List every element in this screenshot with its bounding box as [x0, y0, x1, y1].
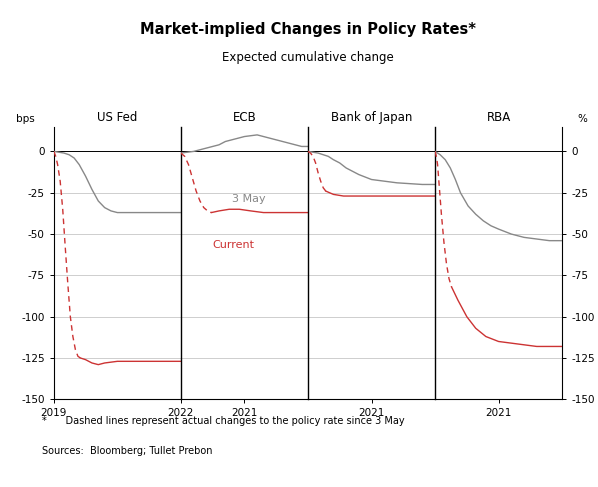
Text: Expected cumulative change: Expected cumulative change: [222, 51, 394, 64]
Text: Sources:  Bloomberg; Tullet Prebon: Sources: Bloomberg; Tullet Prebon: [42, 446, 212, 456]
Text: Current: Current: [213, 240, 255, 250]
Text: Market-implied Changes in Policy Rates*: Market-implied Changes in Policy Rates*: [140, 22, 476, 37]
Text: US Fed: US Fed: [97, 111, 138, 124]
Text: bps: bps: [16, 114, 35, 124]
Text: %: %: [578, 114, 587, 124]
Text: Bank of Japan: Bank of Japan: [331, 111, 412, 124]
Text: *      Dashed lines represent actual changes to the policy rate since 3 May: * Dashed lines represent actual changes …: [42, 416, 404, 427]
Text: ECB: ECB: [233, 111, 257, 124]
Text: 3 May: 3 May: [232, 194, 266, 204]
Text: RBA: RBA: [486, 111, 511, 124]
